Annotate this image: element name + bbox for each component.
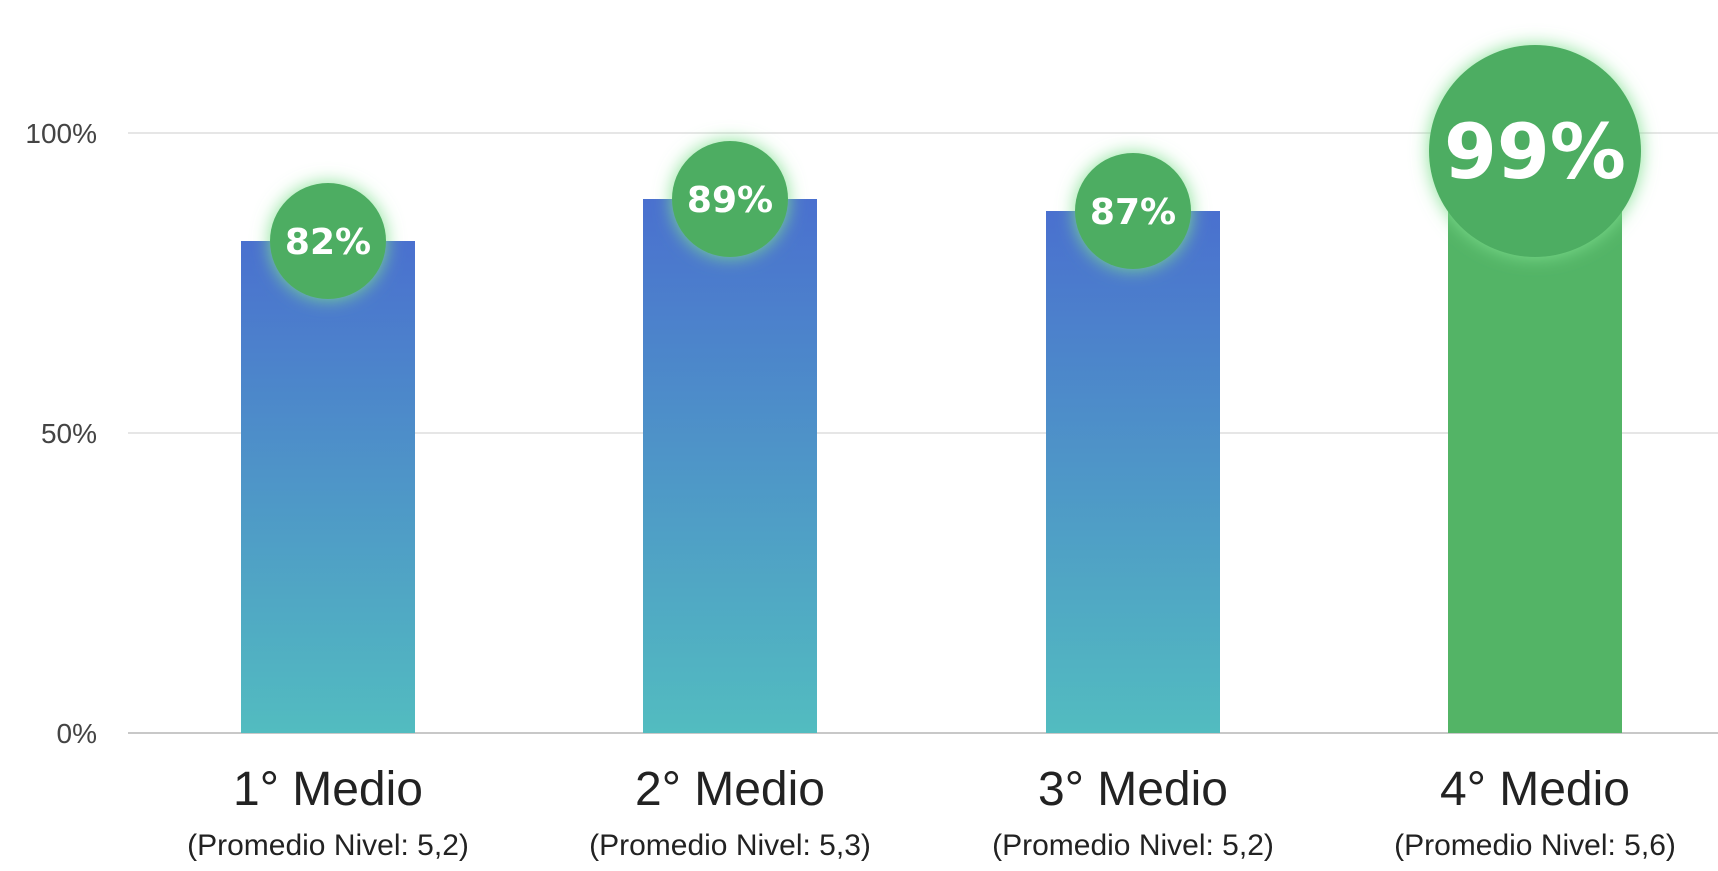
category-sublabel: (Promedio Nivel: 5,2): [187, 829, 469, 862]
category-label: 3° Medio: [1038, 763, 1228, 816]
value-bubble-circle: [672, 141, 788, 257]
bar-1: [241, 241, 415, 733]
bar-2: [643, 199, 817, 733]
y-tick-label: 100%: [25, 118, 97, 149]
value-bubble-3: 87%: [1075, 153, 1191, 269]
category-sublabel: (Promedio Nivel: 5,6): [1394, 829, 1676, 862]
data-label: 82%: [285, 222, 371, 263]
value-bubble-circle: [270, 183, 386, 299]
data-label: 89%: [687, 180, 773, 221]
category-labels: 1° Medio (Promedio Nivel: 5,2) 2° Medio (Pr…: [187, 763, 1676, 862]
value-bubble-1: 82%: [270, 183, 386, 299]
category-label: 2° Medio: [635, 763, 825, 816]
value-bubble-2: 89%: [672, 141, 788, 257]
bars: [241, 139, 1622, 733]
value-bubbles: 82% 89% 87% 99%: [270, 45, 1641, 299]
category-sublabel: (Promedio Nivel: 5,3): [589, 829, 871, 862]
category-sublabel: (Promedio Nivel: 5,2): [992, 829, 1274, 862]
y-tick-label: 50%: [41, 418, 97, 449]
data-label: 87%: [1090, 192, 1176, 233]
category-label: 4° Medio: [1440, 763, 1630, 816]
y-tick-label: 0%: [57, 718, 97, 749]
y-axis-ticks: 0% 50% 100%: [25, 118, 97, 749]
value-bubble-circle: [1075, 153, 1191, 269]
value-bubble-4: 99%: [1429, 45, 1641, 257]
data-label: 99%: [1444, 107, 1626, 196]
value-bubble-circle: [1429, 45, 1641, 257]
category-label: 1° Medio: [233, 763, 423, 816]
bar-3: [1046, 211, 1220, 733]
